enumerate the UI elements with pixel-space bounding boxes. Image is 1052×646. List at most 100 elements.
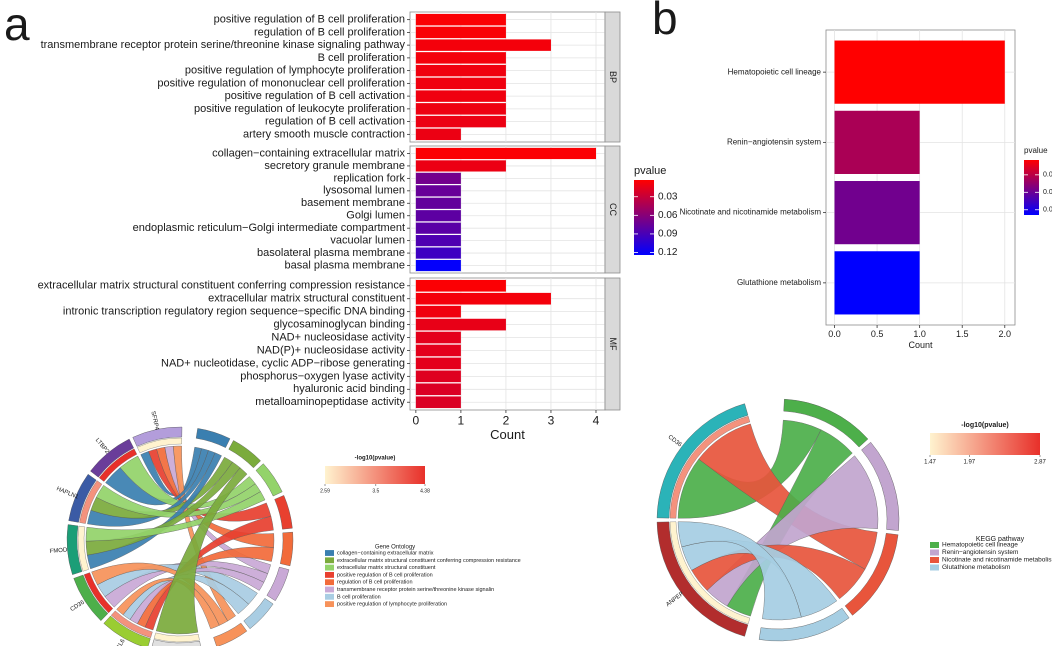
category-label: positive regulation of B cell proliferat… [214,14,405,26]
colorbar-label: 3.5 [372,488,379,494]
colorbar-label: 2.59 [320,488,330,494]
facet-label: MF [608,338,618,351]
colorbar-title: -log10(pvalue) [355,456,396,462]
category-label: collagen−containing extracellular matrix [212,147,405,159]
bar [415,383,461,396]
x-tick-label: 3 [548,413,555,427]
term-segment [243,598,274,630]
term-segment [783,398,869,448]
bar [415,128,461,141]
x-tick-label: 1.0 [913,329,926,339]
legend-title: pvalue [1024,146,1048,155]
bar [415,396,461,409]
bar [415,292,551,305]
category-label: positive regulation of lymphocyte prolif… [185,65,405,77]
gene-label: BCL6 [114,638,127,646]
legend-label: B cell proliferation [337,594,381,600]
chord-ribbon [172,445,236,622]
legend-label: regulation of B cell proliferation [337,580,413,586]
colorbar-label: 0.06 [658,210,678,221]
legend-swatch [930,564,939,571]
x-tick-label: 4 [593,413,600,427]
legend-swatch [325,579,334,586]
category-label: endoplasmic reticulum−Golgi intermediate… [133,222,405,234]
category-label: regulation of B cell proliferation [254,26,405,38]
legend-label: transmembrane receptor protein serine/th… [337,587,494,593]
category-label: basal plasma membrane [285,259,405,271]
legend-swatch [325,550,334,556]
bar [415,26,506,39]
category-label: Hematopoietic cell lineage [728,67,822,76]
facet-strip [604,11,621,143]
bar [415,279,506,292]
bar [415,305,461,318]
bar [415,52,506,64]
term-segment [280,531,294,567]
colorbar [634,180,654,255]
gene-heat [83,572,114,614]
bar [415,103,506,115]
category-label: positive regulation of leukocyte prolife… [194,103,405,115]
bar [415,13,506,26]
term-segment [861,441,900,531]
colorbar-label: 1.47 [924,460,936,466]
chord-ribbon [91,562,228,626]
legend-swatch [930,549,939,556]
colorbar-label: 0.01 [1043,172,1052,179]
bar [834,251,920,315]
bar [415,39,551,51]
x-tick-label: 1.5 [956,329,969,339]
bar [415,160,506,172]
bar [415,77,506,90]
bar [415,210,461,222]
legend-swatch [325,557,334,564]
gene-segment [103,615,151,646]
bar [415,172,461,184]
gene-heat [77,525,89,572]
bar [415,147,596,160]
gene-label: LTBP2 [94,438,110,456]
colorbar-label: 0.02 [1043,189,1052,196]
legend-title: KEGG pathway [976,536,1025,543]
category-label: intronic transcription regulatory region… [63,306,405,318]
term-segment [266,566,290,601]
bar [415,64,506,77]
term-segment [255,463,283,497]
legend-label: collagen−containing extracellular matrix [337,550,434,556]
bar [415,115,506,128]
x-axis-label: Count [908,340,933,350]
bar [415,197,461,209]
facet-strip [604,145,621,274]
gene-heat [153,632,200,643]
legend-label: positive regulation of lymphocyte prolif… [337,602,447,608]
colorbar-label: 0.12 [658,247,678,258]
colorbar-label: 0.03 [658,191,678,202]
category-label: positive regulation of mononuclear cell … [157,77,405,89]
category-label: phosphorus−oxygen lyase activity [240,370,405,382]
bar [415,318,506,331]
legend-label: Hematopoietic cell lineage [942,542,1018,549]
category-label: basolateral plasma membrane [257,247,405,259]
legend-swatch [325,593,334,600]
bar [415,370,461,383]
colorbar-label: 4.38 [420,488,430,494]
category-label: artery smooth muscle contraction [243,128,405,140]
panel-label: a [4,0,30,50]
category-label: Glutathione metabolism [737,278,821,287]
x-tick-label: 1 [458,413,465,427]
legend-swatch [325,571,334,578]
x-axis-label: Count [490,427,525,442]
gene-heat [137,437,182,453]
category-label: secretory granule membrane [264,160,405,172]
bar [415,90,506,102]
legend-label: extracellular matrix structural constitu… [337,565,436,571]
term-segment [274,495,293,530]
term-segment [213,622,248,646]
bar [415,235,461,247]
category-label: positive regulation of B cell activation [225,90,405,102]
gene-heat [79,480,103,524]
bar [834,110,920,174]
legend-label: Glutathione metabolism [942,564,1010,571]
gene-label: ANPEP [665,591,685,608]
gene-heat [98,448,138,482]
